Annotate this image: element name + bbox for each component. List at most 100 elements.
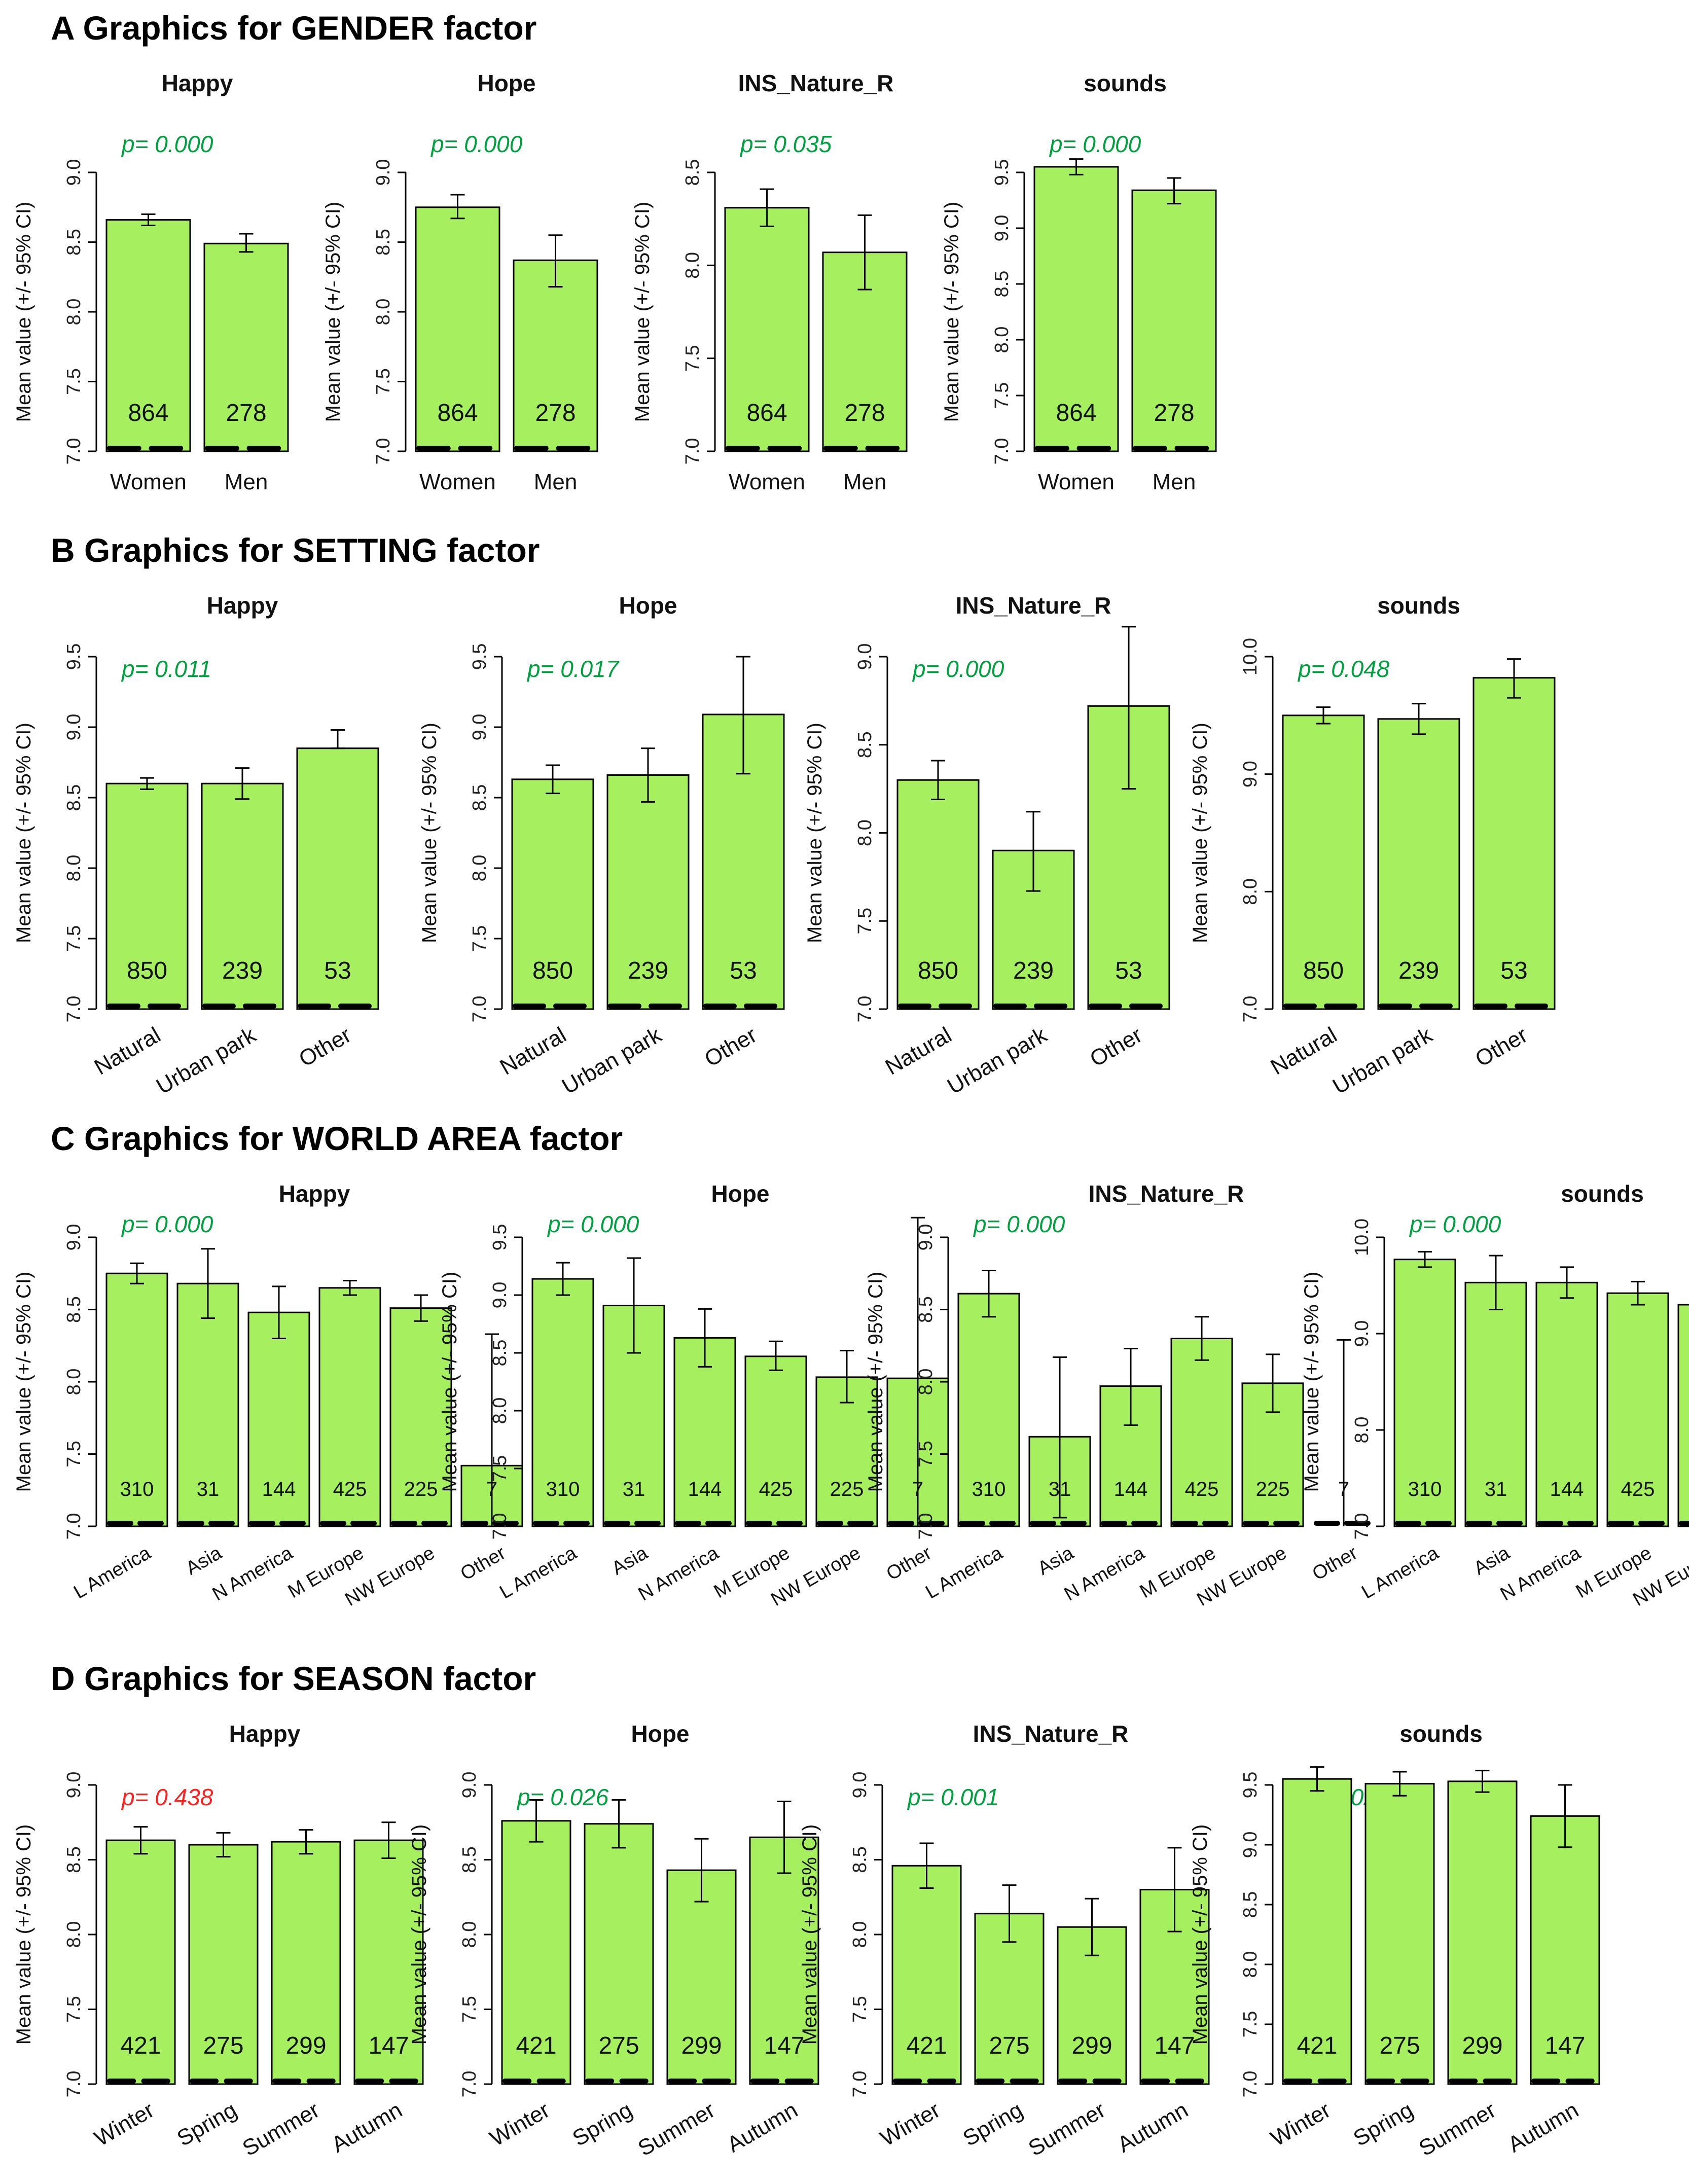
category-label: Natural [90, 1022, 165, 1080]
bar [744, 1355, 807, 1527]
p-value-label: p= 0.438 [121, 1784, 213, 1810]
y-tick-label: 8.5 [991, 271, 1013, 298]
category-label: Women [110, 470, 187, 494]
count-label: 310 [546, 1478, 580, 1500]
category-label: Urban park [943, 1022, 1052, 1099]
chart-d-ins-nature-r: INS_Nature_R p= 0.001 7.0 7.5 8.0 8.5 9.0 Mean … [799, 1721, 1210, 2161]
y-tick-label: 7.0 [682, 438, 703, 465]
count-label: 53 [1500, 957, 1527, 984]
y-tick-label: 7.5 [63, 925, 85, 952]
y-axis-label: Mean value (+/- 95% CI) [865, 1272, 887, 1492]
chart-a-ins-nature-r: INS_Nature_R p= 0.035 7.0 7.5 8.0 8.5 Mean val… [631, 70, 908, 494]
category-label: L America [1358, 1542, 1443, 1603]
p-value-label: p= 0.035 [739, 131, 832, 157]
y-tick-label: 7.0 [63, 1513, 85, 1540]
count-label: 144 [1114, 1478, 1148, 1500]
count-label: 31 [1049, 1478, 1071, 1500]
y-tick-label: 8.0 [63, 1921, 85, 1948]
count-label: 225 [1256, 1478, 1290, 1500]
category-label: Spring [1349, 2097, 1418, 2151]
count-label: 53 [730, 957, 757, 984]
category-label: Other [1086, 1022, 1146, 1071]
count-label: 850 [1303, 957, 1344, 984]
category-label: Autumn [1504, 2097, 1583, 2157]
y-tick-label: 8.0 [373, 299, 394, 326]
y-tick-label: 7.5 [373, 368, 394, 395]
y-tick-label: 9.0 [854, 643, 876, 670]
y-tick-label: 7.0 [63, 2071, 85, 2098]
chart-title: sounds [1377, 592, 1460, 619]
p-value-label: p= 0.000 [1409, 1211, 1501, 1237]
y-tick-label: 8.0 [63, 855, 85, 882]
bar [666, 1869, 737, 2085]
bar [105, 1839, 176, 2085]
y-tick-label: 9.0 [63, 1224, 85, 1251]
y-axis-label: Mean value (+/- 95% CI) [13, 1272, 35, 1492]
category-label: L America [70, 1542, 155, 1603]
y-tick-label: 8.0 [854, 819, 876, 846]
bar [584, 1823, 654, 2085]
chart-a-sounds: sounds p= 0.000 7.0 7.5 8.0 8.5 9.0 9.5 Mean val… [941, 70, 1217, 494]
count-label: 275 [598, 2032, 639, 2059]
count-label: 850 [532, 957, 573, 984]
bar [1241, 1382, 1304, 1527]
category-label: L America [922, 1542, 1007, 1603]
y-tick-label: 9.0 [373, 159, 394, 186]
y-tick-label: 7.5 [63, 1996, 85, 2023]
category-label: Spring [173, 2097, 241, 2151]
category-label: Winter [876, 2097, 945, 2151]
y-tick-label: 7.5 [469, 925, 490, 952]
bar [105, 782, 189, 1010]
count-label: 147 [368, 2032, 409, 2059]
count-label: 278 [535, 400, 576, 426]
count-label: 299 [1071, 2032, 1112, 2059]
y-tick-label: 8.0 [63, 1369, 85, 1395]
category-label: Other [295, 1022, 355, 1071]
count-label: 864 [746, 400, 787, 426]
count-label: 147 [1154, 2032, 1195, 2059]
category-label: Spring [568, 2097, 637, 2151]
category-label: Women [419, 470, 496, 494]
y-tick-label: 7.0 [1240, 996, 1261, 1023]
category-label: Women [729, 470, 805, 494]
bar [896, 779, 980, 1010]
y-tick-label: 7.0 [63, 438, 85, 465]
y-axis-label: Mean value (+/- 95% CI) [322, 202, 344, 422]
count-label: 239 [628, 957, 668, 984]
y-tick-label: 8.5 [63, 784, 85, 811]
count-label: 239 [1013, 957, 1054, 984]
y-tick-label: 8.5 [849, 1846, 871, 1873]
bar [1364, 1783, 1435, 2085]
count-label: 275 [989, 2032, 1029, 2059]
p-value-label: p= 0.026 [516, 1784, 609, 1810]
section-heading-c: C Graphics for WORLD AREA factor [51, 1120, 623, 1157]
count-label: 850 [127, 957, 167, 984]
count-label: 278 [844, 400, 885, 426]
y-tick-label: 7.5 [915, 1441, 937, 1467]
y-tick-label: 8.5 [373, 229, 394, 256]
y-tick-label: 7.5 [489, 1455, 511, 1482]
category-label: Women [1038, 470, 1115, 494]
y-tick-label: 7.0 [849, 2071, 871, 2098]
chart-title: sounds [1084, 70, 1167, 96]
count-label: 239 [222, 957, 263, 984]
category-label: Other [1471, 1022, 1532, 1071]
chart-title: Happy [162, 70, 233, 96]
bar [501, 1820, 571, 2085]
chart-title: INS_Nature_R [956, 592, 1111, 619]
y-tick-label: 9.5 [63, 643, 85, 670]
category-label: Winter [486, 2097, 554, 2151]
y-tick-label: 8.0 [991, 327, 1013, 353]
count-label: 310 [120, 1478, 154, 1500]
count-label: 425 [1621, 1478, 1655, 1500]
p-value-label: p= 0.000 [121, 131, 213, 157]
category-label: Summer [1415, 2097, 1500, 2161]
count-label: 425 [333, 1478, 367, 1500]
chart-title: INS_Nature_R [738, 70, 894, 96]
chart-c-sounds: sounds p= 0.000 7.0 8.0 9.0 10.0 Mean value (+… [1301, 1180, 1689, 1610]
category-label: Men [534, 470, 578, 494]
y-tick-label: 7.0 [1240, 2071, 1261, 2098]
y-tick-label: 7.0 [469, 996, 490, 1023]
y-axis-label: Mean value (+/- 95% CI) [1189, 723, 1211, 943]
count-label: 421 [906, 2032, 947, 2059]
